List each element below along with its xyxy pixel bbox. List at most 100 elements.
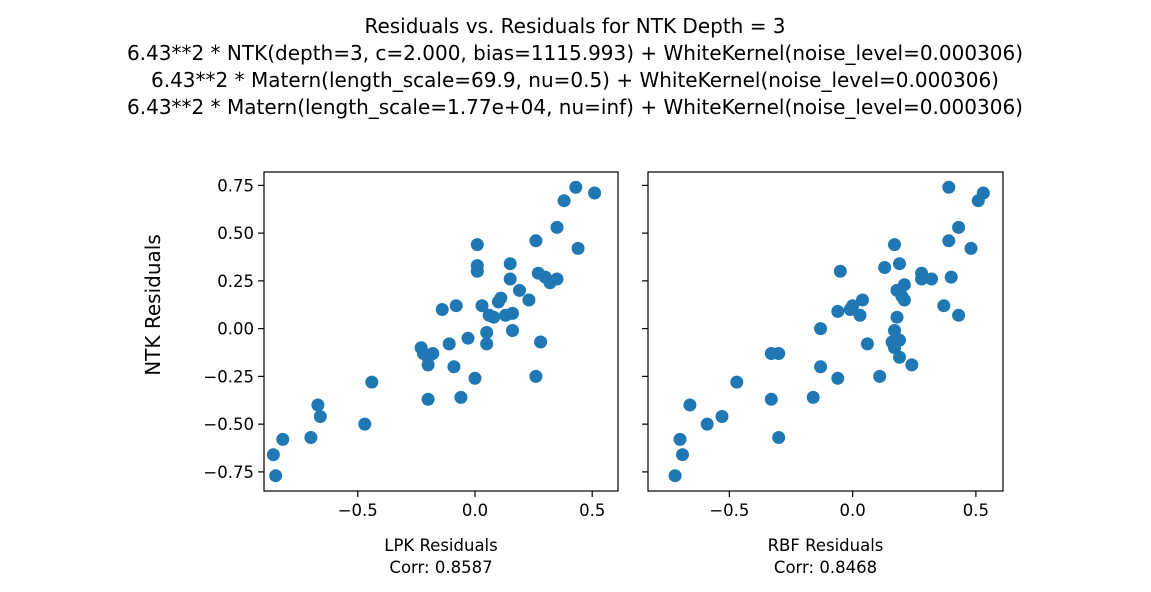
scatter-point [772, 431, 786, 444]
scatter-point [964, 241, 978, 255]
scatter-point [550, 220, 564, 234]
scatter-point [905, 358, 919, 372]
left-axis-ticks: −0.5 0.0 0.5 0.75 0.50 0.25 0.00 −0.25 −0.50 −0.7… [203, 176, 605, 520]
right-x-tick-label: 0.5 [963, 501, 989, 520]
scatter-point [365, 375, 379, 389]
scatter-point [513, 283, 526, 297]
scatter-point [571, 241, 585, 255]
scatter-point [942, 180, 956, 194]
scatter-point [311, 398, 325, 412]
scatter-point [888, 238, 901, 252]
scatter-point [470, 238, 484, 252]
left-y-tick-label: −0.50 [203, 415, 254, 434]
right-x-tick-label: −0.5 [709, 501, 749, 520]
scatter-point [447, 360, 461, 374]
left-x-tick-label: −0.5 [338, 501, 378, 520]
scatter-point [266, 448, 280, 462]
scatter-point [856, 293, 869, 307]
scatter-point [730, 375, 744, 389]
scatter-point [814, 360, 828, 374]
scatter-point [276, 432, 290, 446]
scatter-point [503, 257, 517, 271]
scatter-point [442, 337, 456, 351]
right-x-axis-label: RBF Residuals [768, 536, 884, 555]
scatter-point [683, 398, 697, 412]
left-y-tick-label: 0.25 [217, 272, 254, 291]
scatter-point [673, 432, 687, 446]
scatter-point [480, 326, 494, 339]
scatter-point [944, 270, 958, 284]
scatter-point [304, 431, 318, 444]
scatter-point [421, 392, 435, 406]
scatter-point [557, 194, 571, 208]
left-x-tick-label: 0.0 [462, 501, 488, 520]
scatter-point [676, 448, 689, 462]
scatter-point [942, 234, 956, 248]
scatter-point [806, 390, 820, 404]
scatter-point [435, 303, 449, 316]
scatter-point [925, 272, 938, 286]
scatter-point [915, 272, 929, 286]
scatter-point [888, 324, 901, 337]
scatter-point [470, 264, 484, 278]
left-scatter-panel: −0.5 0.0 0.5 0.75 0.50 0.25 0.00 −0.25 −0.50 −0.7… [203, 171, 619, 577]
scatter-point [461, 331, 475, 345]
scatter-point [772, 347, 786, 360]
scatter-point [421, 358, 435, 372]
scatter-point [454, 390, 468, 404]
scatter-point [893, 257, 906, 271]
scatter-point [971, 194, 985, 208]
scatter-point [888, 341, 901, 355]
left-y-tick-label: 0.00 [217, 320, 254, 339]
scatter-point [529, 369, 543, 383]
y-axis-label: NTK Residuals [141, 234, 165, 376]
scatter-point [487, 310, 501, 324]
scatter-point [700, 417, 714, 431]
left-y-tick-label: 0.75 [217, 176, 254, 195]
scatter-point [833, 264, 847, 278]
scatter-point [853, 308, 867, 322]
scatter-point [569, 180, 583, 194]
title-line-4: 6.43**2 * Matern(length_scale=1.77e+04, … [127, 95, 1023, 119]
left-y-tick-label: 0.50 [217, 224, 254, 243]
scatter-point [522, 293, 536, 307]
scatter-point [588, 186, 602, 200]
left-x-axis-label: LPK Residuals [384, 536, 498, 555]
scatter-point [269, 469, 283, 483]
right-scatter-panel: −0.5 0.0 0.5 RBF Residuals Corr: 0.8468 [642, 171, 1004, 577]
scatter-point [715, 410, 729, 423]
scatter-point [506, 306, 519, 320]
right-scatter-points [668, 180, 990, 483]
scatter-point [358, 417, 372, 431]
left-scatter-points [266, 180, 602, 483]
scatter-point [491, 295, 505, 309]
scatter-point [860, 337, 874, 351]
scatter-point [506, 324, 519, 337]
scatter-point [475, 299, 489, 313]
left-axes-frame [263, 171, 619, 492]
right-x-tick-label: 0.0 [839, 501, 865, 520]
scatter-point [878, 261, 892, 274]
scatter-point [952, 308, 966, 322]
left-y-tick-label: −0.75 [203, 463, 254, 482]
scatter-point [529, 234, 543, 248]
right-axis-ticks: −0.5 0.0 0.5 [642, 184, 989, 520]
scatter-point [831, 304, 845, 318]
right-axes-frame [647, 171, 1004, 492]
scatter-point [873, 369, 887, 383]
figure-title: Residuals vs. Residuals for NTK Depth = … [127, 14, 1023, 119]
scatter-point [893, 350, 906, 364]
scatter-point [843, 303, 857, 316]
scatter-point [952, 220, 966, 234]
left-x-tick-label: 0.5 [579, 501, 605, 520]
left-correlation-label: Corr: 0.8587 [389, 558, 492, 577]
scatter-point [764, 392, 778, 406]
scatter-point [534, 335, 548, 349]
scatter-point [814, 322, 828, 336]
scatter-point [480, 337, 494, 351]
scatter-point [468, 371, 482, 385]
title-line-1: Residuals vs. Residuals for NTK Depth = … [364, 14, 785, 38]
left-y-tick-label: −0.25 [203, 367, 254, 386]
scatter-point [503, 272, 517, 286]
